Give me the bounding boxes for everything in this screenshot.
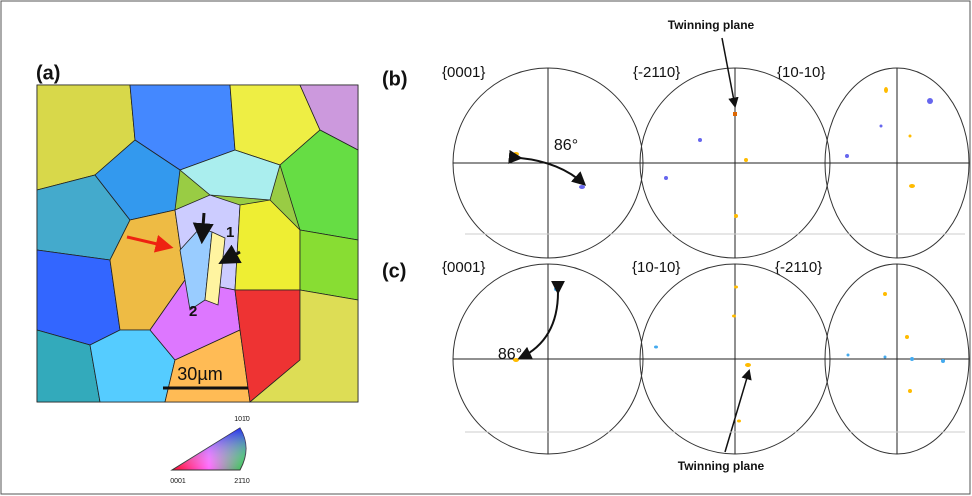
key-label: 21̄10 (234, 478, 250, 485)
marker-label: 2 (189, 303, 197, 320)
panel-label: (a) (36, 62, 60, 84)
panel-label: (c) (382, 260, 406, 282)
angle-arrow (520, 158, 584, 184)
color-key (172, 428, 246, 470)
key-label: 0001 (170, 478, 186, 485)
pole-label: {10-10} (632, 259, 680, 276)
panel-label: (b) (382, 68, 408, 90)
pole-figures (453, 264, 969, 454)
marker-label: 1 (226, 224, 234, 241)
arrow (202, 213, 204, 240)
annotation-arrow (725, 371, 749, 452)
pole-label: {10-10} (777, 64, 825, 81)
annotation-arrow (722, 38, 735, 106)
pole-label: {-2110} (633, 64, 680, 81)
scale-bar-label: 30µm (177, 364, 222, 384)
angle-label: 86° (554, 137, 578, 154)
pole-label: {0001} (442, 64, 485, 81)
annotation: Twinning plane (668, 18, 755, 32)
pole-label: {0001} (442, 259, 485, 276)
figure: (a) 1 2 30µm 0001 21̄10 101̄0 (b) { (0, 0, 972, 496)
annotation: Twinning plane (678, 459, 765, 473)
angle-arrow (520, 292, 558, 358)
angle-label: 86° (498, 346, 522, 363)
pole-figures (453, 68, 969, 258)
key-label: 101̄0 (234, 416, 250, 423)
ebsd-map (37, 85, 358, 402)
pole-label: {-2110} (775, 259, 822, 276)
